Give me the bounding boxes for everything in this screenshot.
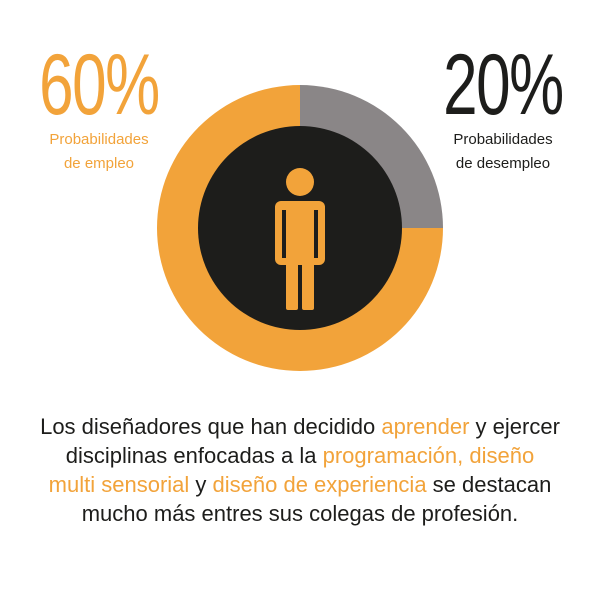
person-right-arm-gap xyxy=(314,210,318,258)
employment-label-line2: de empleo xyxy=(63,155,135,172)
caption-part-2: y ejercer disciplinas enfocadas a la xyxy=(65,414,560,468)
person-right-leg xyxy=(302,260,314,310)
caption-highlight-diseno-experiencia: diseño de experiencia xyxy=(212,472,427,497)
donut-chart xyxy=(157,85,443,371)
person-torso xyxy=(275,201,325,265)
caption-highlight-programacion: programación, xyxy=(322,443,464,468)
caption-part-4: y xyxy=(189,472,213,497)
unemployment-label-line1: Probabilidades xyxy=(453,131,553,148)
caption-part-5: se destacan mucho más entres sus colegas… xyxy=(81,472,552,526)
caption-part-1: Los diseñadores que han decidido xyxy=(40,414,382,439)
employment-percentage: 60% xyxy=(39,37,160,133)
unemployment-stat: 20% Probabilidades de desempleo xyxy=(418,42,588,176)
person-icon xyxy=(275,168,325,310)
person-head xyxy=(286,168,314,196)
employment-label: Probabilidades de empleo xyxy=(14,128,184,176)
unemployment-label: Probabilidades de desempleo xyxy=(418,128,588,176)
unemployment-label-line2: de desempleo xyxy=(455,155,551,172)
employment-stat: 60% Probabilidades de empleo xyxy=(14,42,184,176)
person-left-leg xyxy=(286,260,298,310)
unemployment-percentage: 20% xyxy=(443,37,564,133)
caption-highlight-diseno-multisensorial: diseño multi sensorial xyxy=(48,443,535,497)
person-left-arm-gap xyxy=(282,210,286,258)
employment-label-line1: Probabilidades xyxy=(49,131,149,148)
caption-highlight-aprender: aprender xyxy=(381,414,470,439)
caption-text: Los diseñadores que han decidido aprende… xyxy=(40,412,560,528)
